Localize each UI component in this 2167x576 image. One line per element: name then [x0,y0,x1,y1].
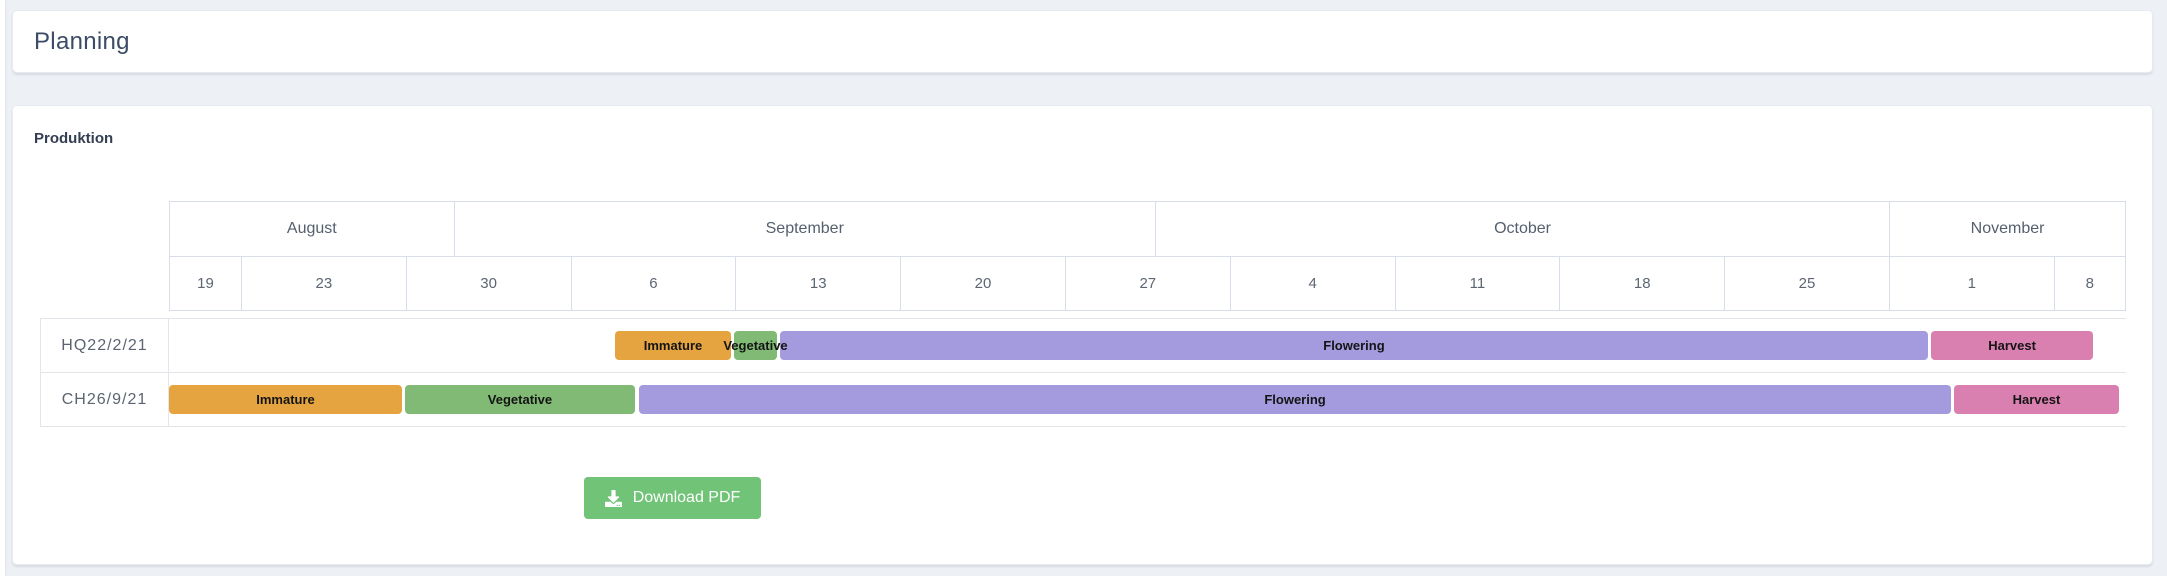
phase-bar-harvest: Harvest [1931,331,2094,360]
phase-bar-label: Harvest [1988,338,2036,353]
gantt-timeline-header: August September October November 19 23 30 6 13… [169,201,2126,311]
phase-bar-flowering: Flowering [779,331,1928,360]
week-cell: 20 [901,257,1066,310]
download-pdf-button[interactable]: Download PDF [584,477,761,519]
month-cell: October [1156,202,1891,256]
planning-header-card: Planning [12,10,2153,73]
week-cell: 8 [2085,275,2094,292]
week-cell: 27 [1066,257,1231,310]
month-cell: September [455,202,1156,256]
week-cell: 25 [1725,257,1890,310]
week-cell: 6 [572,257,737,310]
week-cell: 23 [242,257,407,310]
week-cell: 19 [170,257,242,310]
gantt-weeks-row: 19 23 30 6 13 20 27 4 11 18 25 1 8 [170,257,2125,310]
phase-bar-label: Flowering [1264,392,1326,407]
gantt-row-track: Immature Vegetative Flowering Harvest [169,319,2126,372]
gantt-months-row: August September October November [170,202,2125,257]
batch-label: CH26/9/21 [40,373,169,426]
gantt-rows: HQ22/2/21 Immature Vegetative Flowering Harv… [40,318,2126,427]
month-cell: August [170,202,455,256]
phase-bar-label: Harvest [2012,392,2061,407]
week-cell: 4 [1231,257,1396,310]
phase-bar-label: Immature [256,392,315,407]
phase-bar-label: Immature [643,338,703,353]
phase-bar-immature: Immature [615,331,732,360]
produktion-panel: Produktion August September October Novembe… [12,105,2153,565]
phase-bar-vegetative: Vegetative [723,331,788,360]
week-cell: 11 [1396,257,1561,310]
week-cell: 1 [1890,257,2055,310]
panel-title: Produktion [34,130,114,147]
phase-bar-harvest: Harvest [1953,385,2119,414]
download-pdf-label: Download PDF [632,489,741,506]
phase-bar-vegetative: Vegetative [405,385,635,414]
gantt-row: HQ22/2/21 Immature Vegetative Flowering Harv… [40,319,2126,373]
week-cell: 13 [736,257,902,310]
phase-bar-flowering: Flowering [639,385,1952,414]
gantt-row-track: Immature Vegetative Flowering Harvest [169,373,2126,426]
phase-bar-label: Vegetative [723,338,788,353]
page-title: Planning [34,27,130,55]
week-cell: 30 [407,257,572,310]
phase-bar-label: Flowering [1323,338,1385,353]
month-cell: November [1970,220,2045,237]
download-icon [604,489,622,507]
gantt-row: CH26/9/21 Immature Vegetative Flowering Harv… [40,373,2126,427]
production-gantt-chart: August September October November 19 23 30 6 13… [40,201,2126,427]
phase-bar-immature: Immature [169,385,403,414]
batch-label: HQ22/2/21 [40,319,169,372]
sidebar-edge [0,0,5,576]
week-cell: 18 [1560,257,1726,310]
phase-bar-label: Vegetative [487,392,553,407]
